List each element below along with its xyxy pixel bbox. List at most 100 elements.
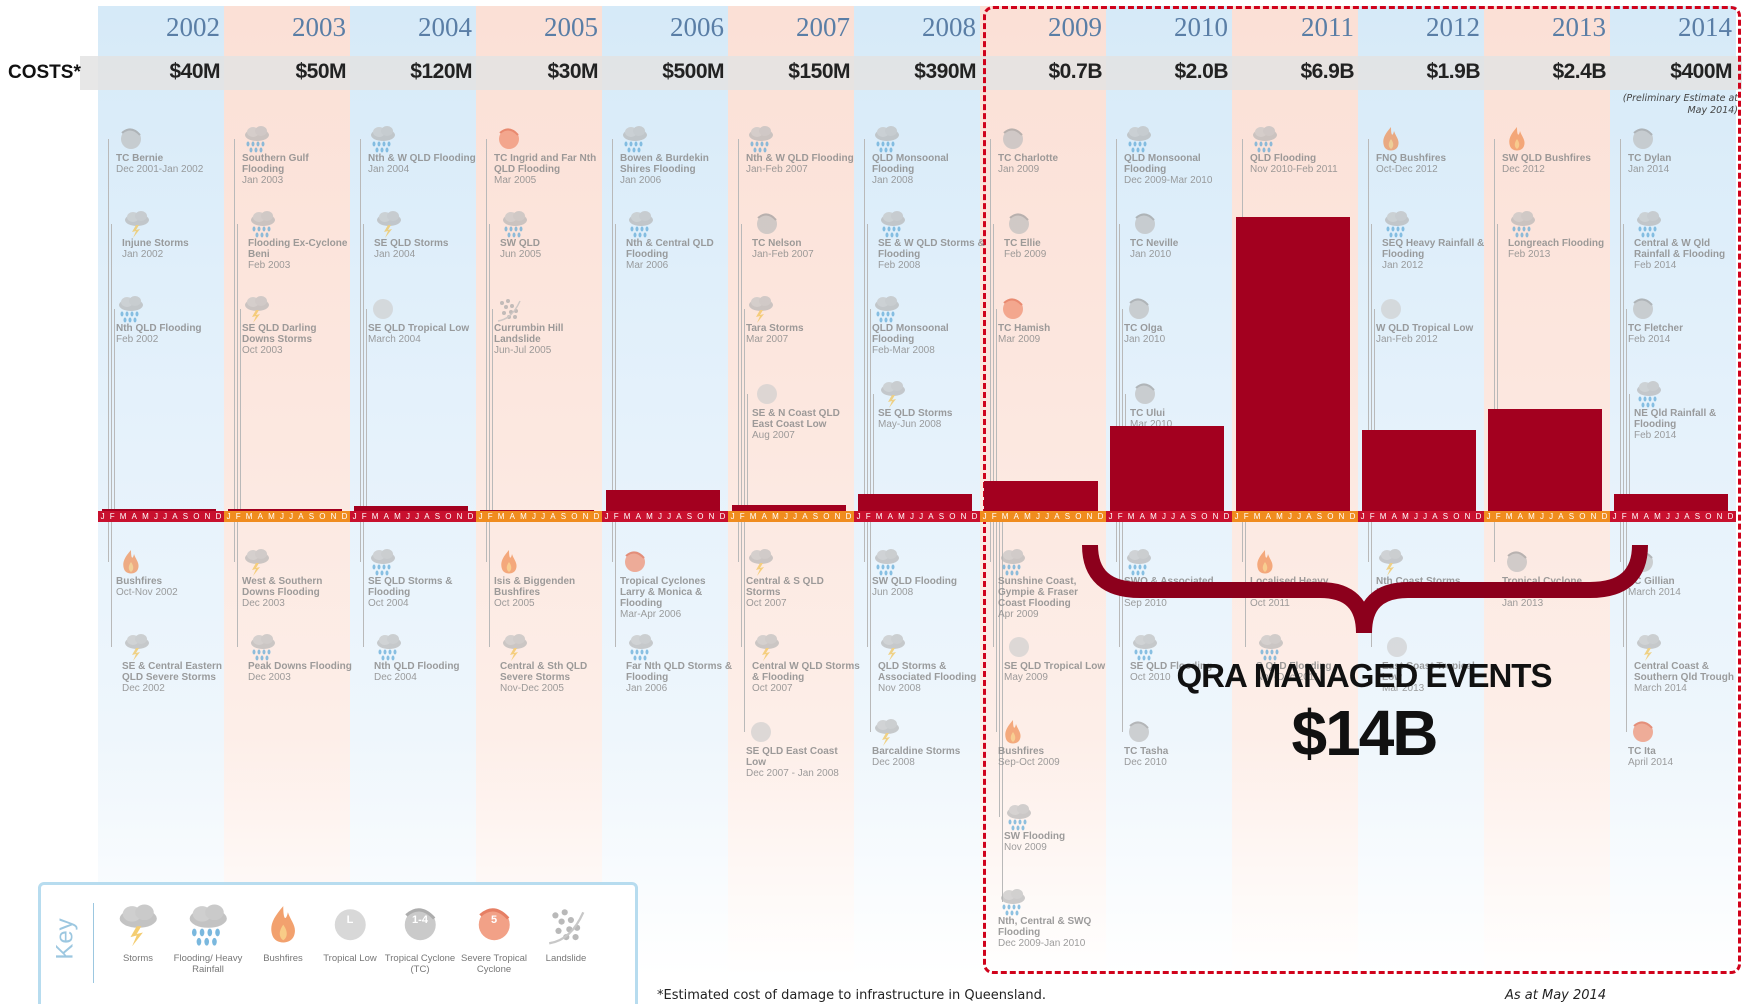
event: Central & S QLD Storms Oct 2007 <box>746 548 854 609</box>
event-icon <box>123 550 139 574</box>
event-name: TC Ita <box>1628 746 1656 757</box>
event-date: Dec 2004 <box>374 672 417 683</box>
event-icon <box>881 634 905 661</box>
event-date: Mar 2010 <box>1130 419 1173 430</box>
icon-part <box>633 126 645 136</box>
event: TC Ului Mar 2010 <box>1130 380 1238 430</box>
event: SE & Central Eastern QLD Severe Storms De… <box>122 633 230 694</box>
month-label: S <box>686 512 693 521</box>
event: SE QLD Flooding Oct 2010 <box>1130 633 1238 683</box>
event-name: Injune Storms <box>122 238 189 249</box>
event-date: Jan 2009 <box>998 164 1040 175</box>
icon-part <box>885 296 897 306</box>
event: Barcaldine Storms Dec 2008 <box>872 718 980 768</box>
month-label: F <box>991 512 997 521</box>
event: SEQ Heavy Rainfall & Flooding Jan 2012 <box>1382 210 1490 271</box>
event-date: Nov 2009 <box>1004 842 1047 853</box>
icon-part <box>1003 298 1023 306</box>
cost-label: $40M <box>169 60 220 83</box>
icon-part <box>384 225 392 238</box>
icon-part <box>504 226 508 232</box>
event-name: SEQ Heavy Rainfall & Flooding <box>1382 238 1485 260</box>
icon-part <box>135 634 147 644</box>
event-date: Oct-Nov 2002 <box>116 587 178 598</box>
month-label: J <box>1423 512 1428 521</box>
event-name: SE QLD Flooding <box>1130 661 1213 672</box>
month-label: M <box>1253 512 1261 521</box>
icon-part <box>251 141 255 147</box>
event-icon <box>1507 551 1527 572</box>
event-icon <box>1509 127 1525 151</box>
icon-part <box>1633 129 1653 149</box>
icon-part <box>1137 655 1141 661</box>
icon-part <box>881 141 885 147</box>
icon-part <box>1525 232 1529 238</box>
icon-part <box>1647 211 1659 221</box>
event-icon <box>371 126 395 153</box>
icon-part <box>632 147 636 153</box>
event-name: SE & W QLD Storms & Flooding <box>878 238 985 260</box>
event-name: QLD Flooding <box>1250 153 1317 164</box>
month-label: M <box>898 512 905 521</box>
icon-part <box>262 649 266 655</box>
icon-part <box>1257 147 1261 153</box>
event-connector <box>870 309 871 511</box>
month-label: N <box>456 512 463 521</box>
month-label: S <box>1190 512 1197 521</box>
icon-part <box>478 909 510 941</box>
icon-part <box>121 129 141 149</box>
month-label: M <box>394 512 401 521</box>
month-label: F <box>1369 512 1375 521</box>
icon-part <box>256 141 260 147</box>
event: TC Ingrid and Far Nth QLD Flooding Mar 20… <box>494 125 602 186</box>
icon-part <box>888 648 896 661</box>
month-label: D <box>1349 512 1356 521</box>
icon-part <box>196 937 202 946</box>
icon-part <box>1011 889 1023 899</box>
icon-part <box>765 141 769 147</box>
event-icon <box>1381 299 1401 319</box>
icon-part <box>1633 298 1653 306</box>
icon-part <box>891 381 903 391</box>
event: TC Neville Jan 2010 <box>1130 210 1238 260</box>
icon-part <box>255 296 267 306</box>
icon-part <box>1263 126 1275 136</box>
event-icon <box>749 296 773 323</box>
icon-part <box>510 304 514 308</box>
event-connector <box>363 522 364 647</box>
key-divider <box>93 903 94 983</box>
event: Longreach Flooding Feb 2013 <box>1508 210 1616 260</box>
icon-part <box>257 649 261 655</box>
icon-part <box>638 655 642 661</box>
icon-part <box>897 226 901 232</box>
cost-bar <box>1614 493 1728 511</box>
icon-part <box>879 317 883 323</box>
icon-part <box>1653 226 1657 232</box>
event: QLD Flooding Nov 2010-Feb 2011 <box>1250 125 1358 175</box>
event-name: Bushfires <box>116 576 163 587</box>
month-label: D <box>215 512 222 521</box>
event-icon <box>755 634 779 661</box>
icon-part <box>1133 141 1137 147</box>
event-connector <box>1623 522 1624 647</box>
event-icon <box>749 549 773 576</box>
icon-part <box>1131 570 1135 576</box>
icon-part <box>884 317 888 323</box>
icon-part <box>1010 910 1014 916</box>
event-name: Longreach Flooding <box>1508 238 1605 249</box>
event-date: Jan-Feb 2012 <box>1376 334 1438 345</box>
event-name: TC Charlotte <box>998 153 1058 164</box>
icon-part <box>1633 299 1653 319</box>
icon-part <box>1521 211 1533 221</box>
event-date: Oct-Dec 2012 <box>1376 164 1438 175</box>
event-connector <box>1626 309 1627 511</box>
month-label: M <box>1654 512 1661 521</box>
icon-part <box>129 296 141 306</box>
year-column <box>350 6 476 976</box>
icon-part <box>1135 383 1155 391</box>
event: TC Bernie Dec 2001-Jan 2002 <box>116 125 224 175</box>
month-label: N <box>960 512 967 521</box>
icon-part <box>879 147 883 153</box>
icon-part <box>132 648 140 661</box>
